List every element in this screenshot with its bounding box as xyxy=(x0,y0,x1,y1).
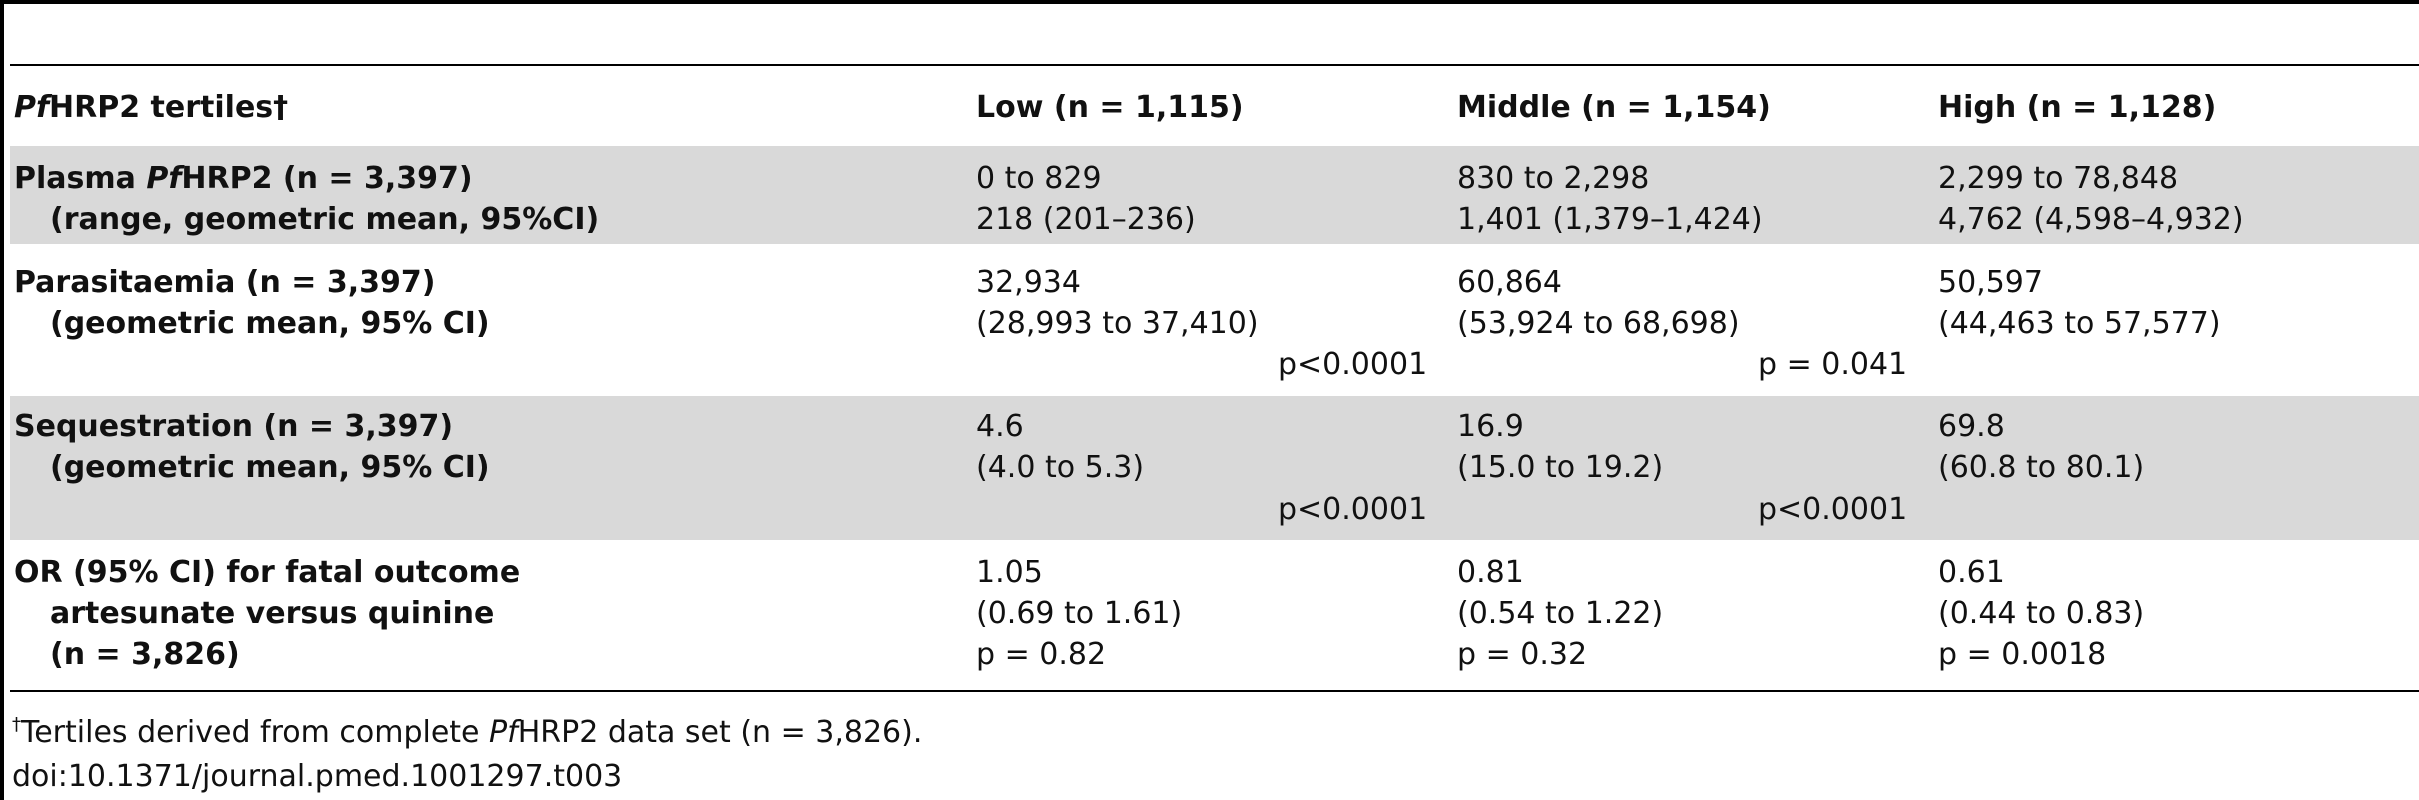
cell-middle: 830 to 2,298 1,401 (1,379–1,424) xyxy=(1457,161,1763,237)
row-label: Sequestration (n = 3,397) (geometric mea… xyxy=(14,409,490,485)
header-col-middle: Middle (n = 1,154) xyxy=(1457,90,1771,125)
cell-high: 69.8 (60.8 to 80.1) xyxy=(1938,409,2145,485)
header-col-low: Low (n = 1,115) xyxy=(976,90,1244,125)
header-col-tertiles: PfHRP2 tertiles† xyxy=(14,90,289,125)
row-label: Parasitaemia (n = 3,397) (geometric mean… xyxy=(14,265,490,341)
doi-citation: doi:10.1371/journal.pmed.1001297.t003 xyxy=(12,759,623,794)
p-value-middle-vs-high: p = 0.041 xyxy=(1758,347,1908,382)
cell-low: 0 to 829 218 (201–236) xyxy=(976,161,1196,237)
table-footnote: †Tertiles derived from complete PfHRP2 d… xyxy=(12,714,923,750)
p-value-low-vs-middle: p<0.0001 xyxy=(1278,492,1428,527)
cell-middle: 60,864 (53,924 to 68,698) xyxy=(1457,265,1740,341)
cell-high: 50,597 (44,463 to 57,577) xyxy=(1938,265,2221,341)
row-label: Plasma PfHRP2 (n = 3,397) (range, geomet… xyxy=(14,161,600,237)
row-label: OR (95% CI) for fatal outcome artesunate… xyxy=(14,555,521,672)
cell-low: 1.05 (0.69 to 1.61) p = 0.82 xyxy=(976,555,1183,672)
row-shading xyxy=(10,396,2419,540)
row-shading xyxy=(10,146,2419,244)
cell-middle: 16.9 (15.0 to 19.2) xyxy=(1457,409,1664,485)
p-value-middle-vs-high: p<0.0001 xyxy=(1758,492,1908,527)
cell-middle: 0.81 (0.54 to 1.22) p = 0.32 xyxy=(1457,555,1664,672)
cell-high: 2,299 to 78,848 4,762 (4,598–4,932) xyxy=(1938,161,2244,237)
header-col-high: High (n = 1,128) xyxy=(1938,90,2217,125)
header-top-rule xyxy=(10,64,2419,66)
table-top-border xyxy=(0,0,2419,4)
cell-low: 4.6 (4.0 to 5.3) xyxy=(976,409,1145,485)
cell-low: 32,934 (28,993 to 37,410) xyxy=(976,265,1259,341)
p-value-low-vs-middle: p<0.0001 xyxy=(1278,347,1428,382)
cell-high: 0.61 (0.44 to 0.83) p = 0.0018 xyxy=(1938,555,2145,672)
table-left-border xyxy=(0,0,4,800)
table-bottom-rule xyxy=(10,690,2419,692)
